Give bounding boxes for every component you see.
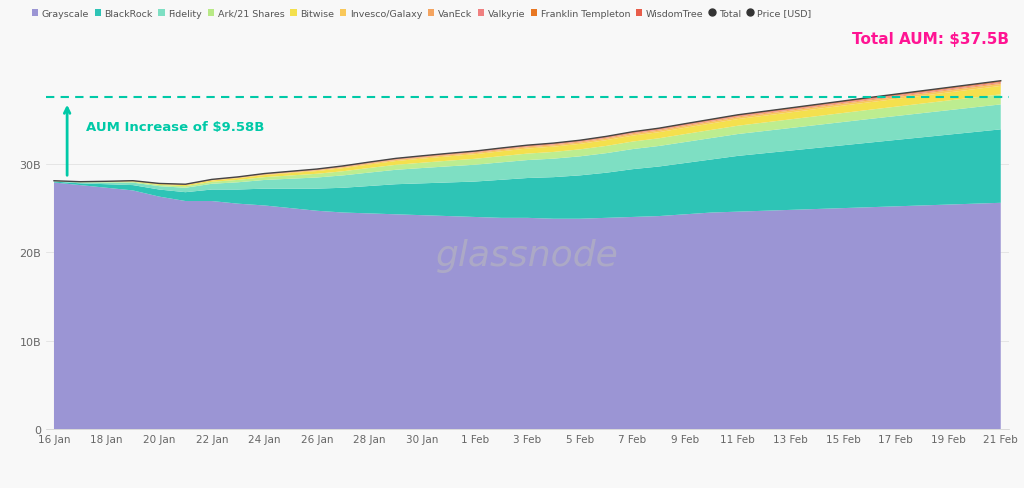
Legend: Grayscale, BlackRock, Fidelity, Ark/21 Shares, Bitwise, Invesco/Galaxy, VanEck, : Grayscale, BlackRock, Fidelity, Ark/21 S… [32,9,811,19]
Text: glassnode: glassnode [436,238,618,272]
Text: AUM Increase of $9.58B: AUM Increase of $9.58B [86,121,264,133]
Text: Total AUM: $37.5B: Total AUM: $37.5B [852,32,1009,47]
